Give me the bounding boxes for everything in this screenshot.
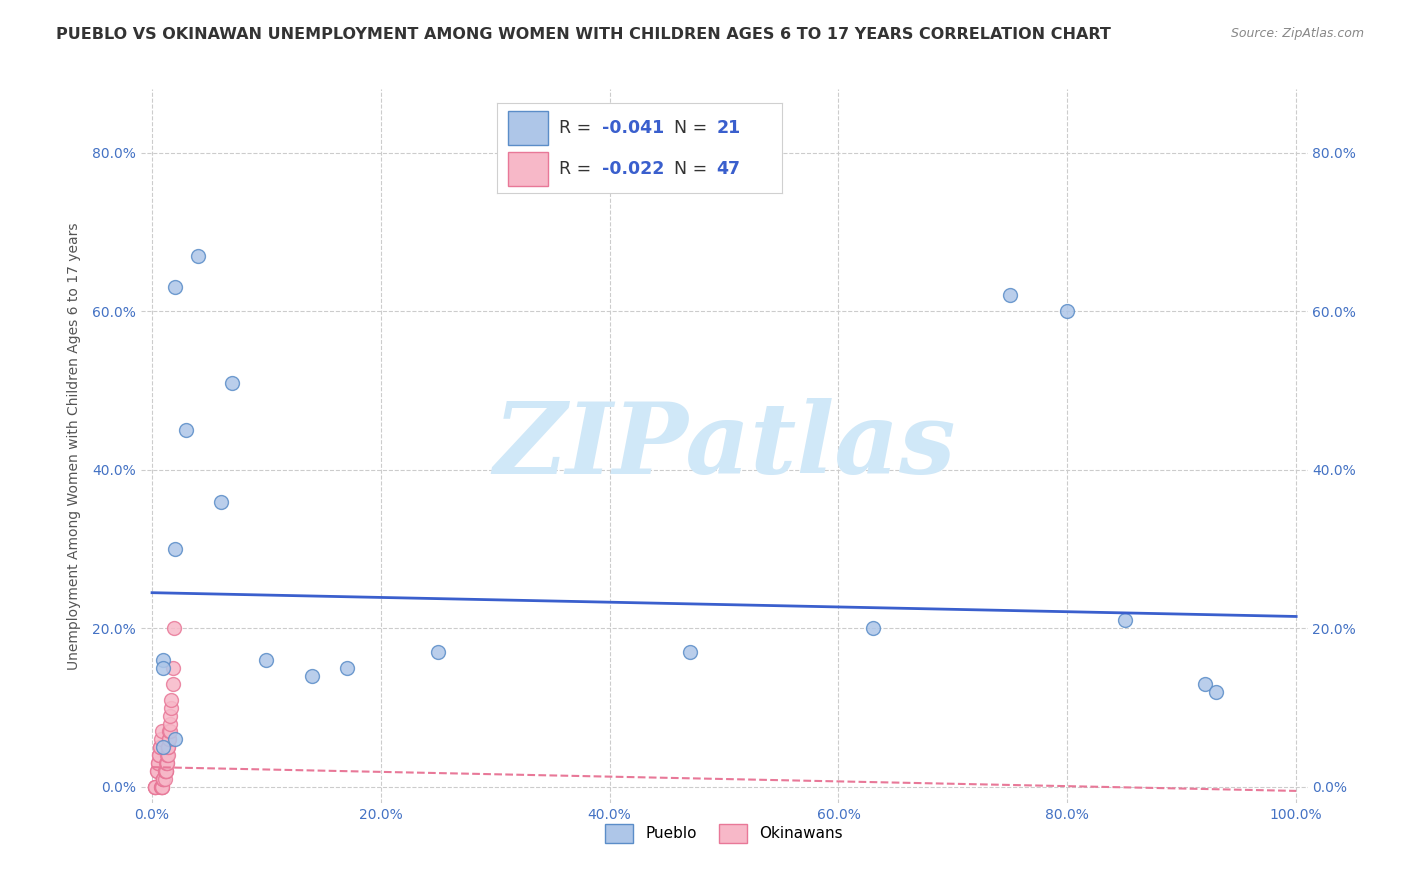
Point [155,756,177,771]
Point [1194,677,1216,691]
Point [679,645,702,659]
Point [150,780,173,794]
Point [149,740,172,755]
Point [155,764,177,778]
Point [256,653,278,667]
Point [152,772,174,786]
Point [159,724,181,739]
Point [152,772,174,786]
Point [157,740,180,755]
Point [157,732,180,747]
Point [149,740,172,755]
Point [156,748,179,763]
Point [427,645,450,659]
Point [150,732,173,747]
Point [159,716,181,731]
Text: PUEBLO VS OKINAWAN UNEMPLOYMENT AMONG WOMEN WITH CHILDREN AGES 6 TO 17 YEARS COR: PUEBLO VS OKINAWAN UNEMPLOYMENT AMONG WO… [56,27,1111,42]
Point [150,780,173,794]
Point [150,780,173,794]
Point [209,494,232,508]
Point [152,772,174,786]
Point [150,724,173,739]
Point [153,772,176,786]
Point [176,423,198,437]
Point [156,756,179,771]
Point [153,764,176,778]
Legend: Pueblo, Okinawans: Pueblo, Okinawans [599,818,849,848]
Point [156,756,179,771]
Point [155,764,177,778]
Point [1205,685,1227,699]
Point [157,740,180,755]
Point [148,748,170,763]
Point [159,708,181,723]
Point [187,249,209,263]
Point [862,621,884,635]
Point [157,724,180,739]
Point [152,740,174,755]
Point [162,677,184,691]
Point [155,764,177,778]
Point [163,280,186,294]
Point [145,764,167,778]
Point [146,756,169,771]
Text: ZIPatlas: ZIPatlas [494,398,955,494]
Point [145,780,167,794]
Point [1056,304,1078,318]
Point [335,661,357,675]
Point [145,764,167,778]
Point [145,780,167,794]
Point [163,542,186,557]
Point [146,756,169,771]
Point [150,780,173,794]
Point [153,764,176,778]
Point [150,780,173,794]
Point [152,653,174,667]
Point [163,621,186,635]
Point [163,732,186,747]
Point [152,772,174,786]
Point [145,780,167,794]
Point [1114,614,1136,628]
Point [145,780,167,794]
Point [157,748,180,763]
Point [148,748,170,763]
Text: Source: ZipAtlas.com: Source: ZipAtlas.com [1230,27,1364,40]
Point [998,288,1021,302]
Point [221,376,243,390]
Point [162,661,184,675]
Point [301,669,323,683]
Y-axis label: Unemployment Among Women with Children Ages 6 to 17 years: Unemployment Among Women with Children A… [66,222,80,670]
Point [152,661,174,675]
Point [160,700,183,714]
Point [160,692,183,706]
Point [157,732,180,747]
